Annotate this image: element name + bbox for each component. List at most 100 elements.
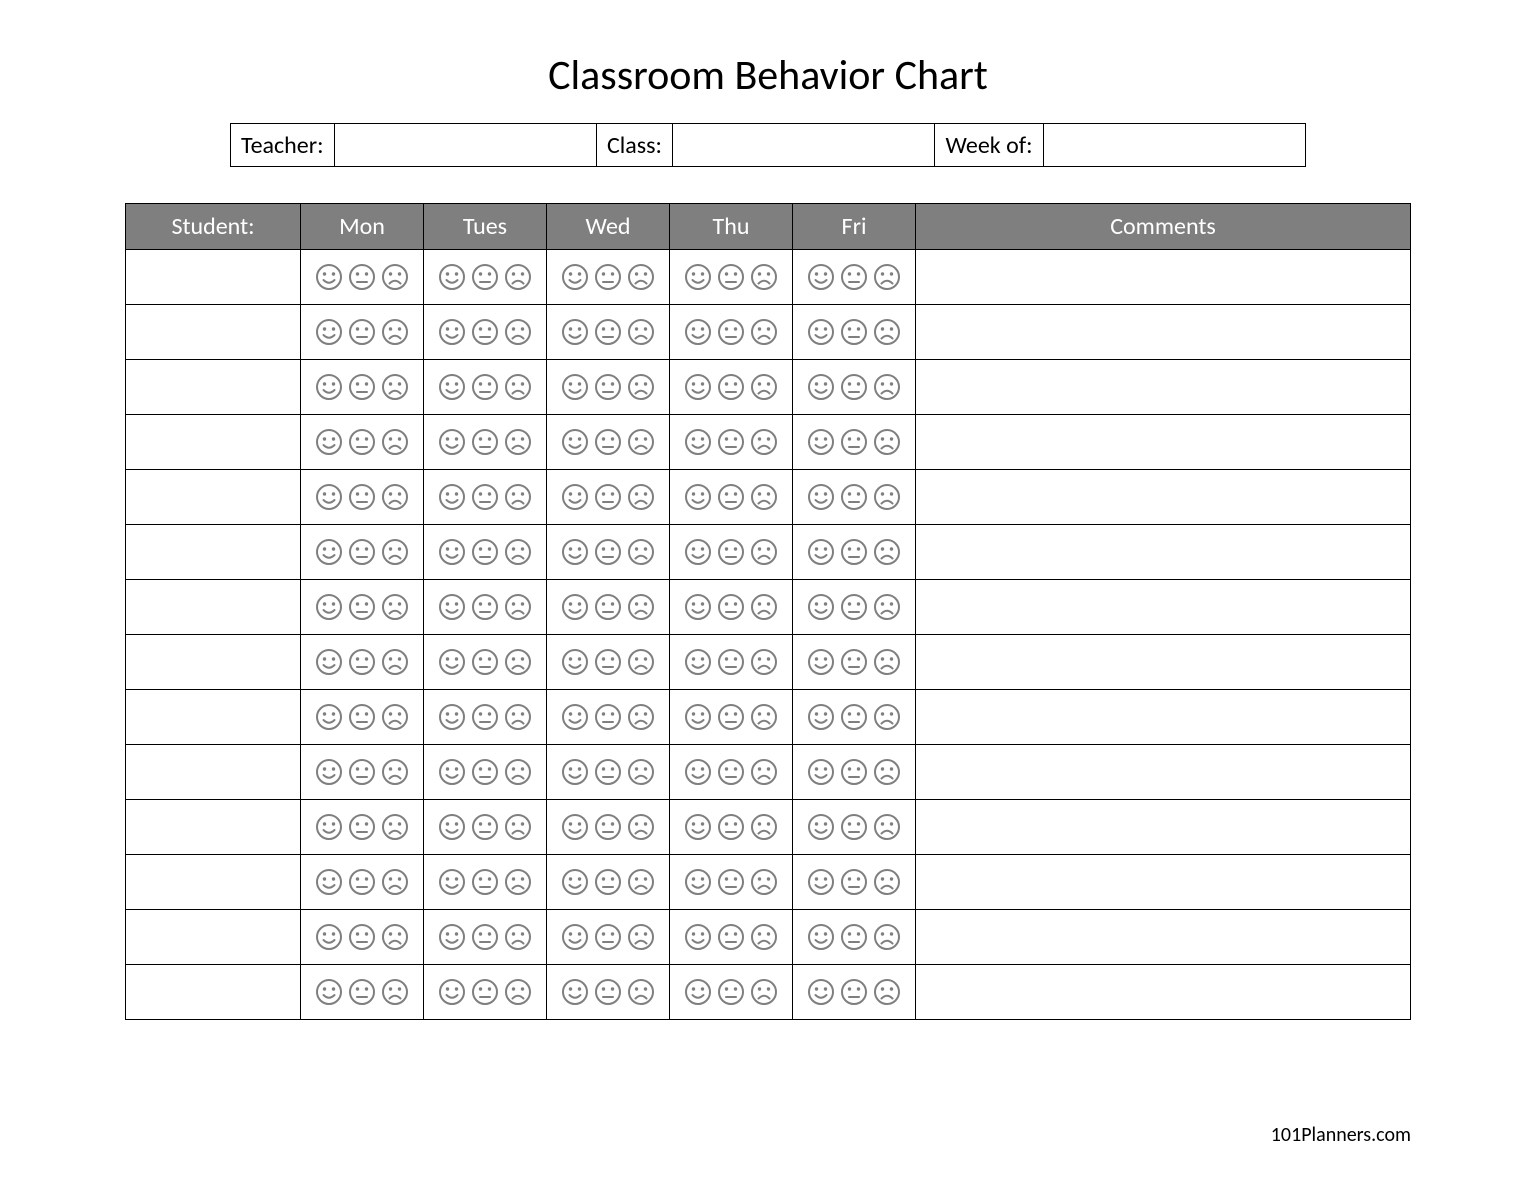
sad-face-icon[interactable] bbox=[381, 318, 409, 346]
neutral-face-icon[interactable] bbox=[471, 703, 499, 731]
neutral-face-icon[interactable] bbox=[471, 373, 499, 401]
sad-face-icon[interactable] bbox=[627, 813, 655, 841]
neutral-face-icon[interactable] bbox=[840, 758, 868, 786]
neutral-face-icon[interactable] bbox=[471, 978, 499, 1006]
sad-face-icon[interactable] bbox=[873, 813, 901, 841]
sad-face-icon[interactable] bbox=[504, 483, 532, 511]
neutral-face-icon[interactable] bbox=[471, 813, 499, 841]
day-cell[interactable] bbox=[670, 800, 793, 855]
day-cell[interactable] bbox=[424, 360, 547, 415]
neutral-face-icon[interactable] bbox=[348, 428, 376, 456]
happy-face-icon[interactable] bbox=[438, 483, 466, 511]
neutral-face-icon[interactable] bbox=[840, 428, 868, 456]
neutral-face-icon[interactable] bbox=[840, 648, 868, 676]
day-cell[interactable] bbox=[670, 415, 793, 470]
student-cell[interactable] bbox=[126, 470, 301, 525]
day-cell[interactable] bbox=[670, 635, 793, 690]
happy-face-icon[interactable] bbox=[807, 813, 835, 841]
day-cell[interactable] bbox=[301, 910, 424, 965]
happy-face-icon[interactable] bbox=[438, 813, 466, 841]
sad-face-icon[interactable] bbox=[381, 813, 409, 841]
neutral-face-icon[interactable] bbox=[471, 263, 499, 291]
neutral-face-icon[interactable] bbox=[840, 483, 868, 511]
neutral-face-icon[interactable] bbox=[717, 373, 745, 401]
sad-face-icon[interactable] bbox=[750, 758, 778, 786]
day-cell[interactable] bbox=[547, 580, 670, 635]
day-cell[interactable] bbox=[670, 360, 793, 415]
day-cell[interactable] bbox=[547, 635, 670, 690]
day-cell[interactable] bbox=[793, 745, 916, 800]
sad-face-icon[interactable] bbox=[750, 703, 778, 731]
happy-face-icon[interactable] bbox=[438, 538, 466, 566]
day-cell[interactable] bbox=[301, 470, 424, 525]
day-cell[interactable] bbox=[670, 965, 793, 1020]
sad-face-icon[interactable] bbox=[627, 648, 655, 676]
happy-face-icon[interactable] bbox=[684, 923, 712, 951]
happy-face-icon[interactable] bbox=[561, 538, 589, 566]
sad-face-icon[interactable] bbox=[750, 813, 778, 841]
happy-face-icon[interactable] bbox=[438, 263, 466, 291]
happy-face-icon[interactable] bbox=[807, 593, 835, 621]
day-cell[interactable] bbox=[793, 965, 916, 1020]
happy-face-icon[interactable] bbox=[561, 263, 589, 291]
day-cell[interactable] bbox=[793, 635, 916, 690]
student-cell[interactable] bbox=[126, 305, 301, 360]
neutral-face-icon[interactable] bbox=[348, 868, 376, 896]
sad-face-icon[interactable] bbox=[627, 483, 655, 511]
neutral-face-icon[interactable] bbox=[717, 703, 745, 731]
sad-face-icon[interactable] bbox=[750, 978, 778, 1006]
sad-face-icon[interactable] bbox=[627, 538, 655, 566]
comments-cell[interactable] bbox=[916, 360, 1411, 415]
day-cell[interactable] bbox=[793, 580, 916, 635]
sad-face-icon[interactable] bbox=[627, 263, 655, 291]
sad-face-icon[interactable] bbox=[504, 373, 532, 401]
happy-face-icon[interactable] bbox=[315, 648, 343, 676]
day-cell[interactable] bbox=[793, 690, 916, 745]
day-cell[interactable] bbox=[424, 910, 547, 965]
neutral-face-icon[interactable] bbox=[594, 758, 622, 786]
day-cell[interactable] bbox=[793, 855, 916, 910]
neutral-face-icon[interactable] bbox=[471, 923, 499, 951]
happy-face-icon[interactable] bbox=[561, 758, 589, 786]
sad-face-icon[interactable] bbox=[750, 428, 778, 456]
sad-face-icon[interactable] bbox=[627, 978, 655, 1006]
student-cell[interactable] bbox=[126, 910, 301, 965]
week-field[interactable] bbox=[1044, 124, 1305, 166]
day-cell[interactable] bbox=[670, 305, 793, 360]
sad-face-icon[interactable] bbox=[381, 758, 409, 786]
happy-face-icon[interactable] bbox=[807, 923, 835, 951]
neutral-face-icon[interactable] bbox=[594, 263, 622, 291]
neutral-face-icon[interactable] bbox=[348, 263, 376, 291]
neutral-face-icon[interactable] bbox=[471, 428, 499, 456]
sad-face-icon[interactable] bbox=[504, 318, 532, 346]
sad-face-icon[interactable] bbox=[750, 648, 778, 676]
sad-face-icon[interactable] bbox=[381, 483, 409, 511]
day-cell[interactable] bbox=[547, 855, 670, 910]
happy-face-icon[interactable] bbox=[684, 538, 712, 566]
day-cell[interactable] bbox=[301, 525, 424, 580]
happy-face-icon[interactable] bbox=[315, 758, 343, 786]
day-cell[interactable] bbox=[301, 745, 424, 800]
neutral-face-icon[interactable] bbox=[348, 373, 376, 401]
day-cell[interactable] bbox=[547, 745, 670, 800]
neutral-face-icon[interactable] bbox=[348, 538, 376, 566]
day-cell[interactable] bbox=[547, 690, 670, 745]
day-cell[interactable] bbox=[793, 360, 916, 415]
day-cell[interactable] bbox=[670, 910, 793, 965]
sad-face-icon[interactable] bbox=[504, 923, 532, 951]
neutral-face-icon[interactable] bbox=[348, 593, 376, 621]
neutral-face-icon[interactable] bbox=[717, 923, 745, 951]
student-cell[interactable] bbox=[126, 855, 301, 910]
happy-face-icon[interactable] bbox=[561, 703, 589, 731]
day-cell[interactable] bbox=[301, 305, 424, 360]
happy-face-icon[interactable] bbox=[684, 263, 712, 291]
student-cell[interactable] bbox=[126, 415, 301, 470]
day-cell[interactable] bbox=[301, 580, 424, 635]
neutral-face-icon[interactable] bbox=[717, 538, 745, 566]
happy-face-icon[interactable] bbox=[684, 868, 712, 896]
day-cell[interactable] bbox=[301, 800, 424, 855]
neutral-face-icon[interactable] bbox=[840, 593, 868, 621]
comments-cell[interactable] bbox=[916, 855, 1411, 910]
neutral-face-icon[interactable] bbox=[594, 868, 622, 896]
happy-face-icon[interactable] bbox=[315, 923, 343, 951]
